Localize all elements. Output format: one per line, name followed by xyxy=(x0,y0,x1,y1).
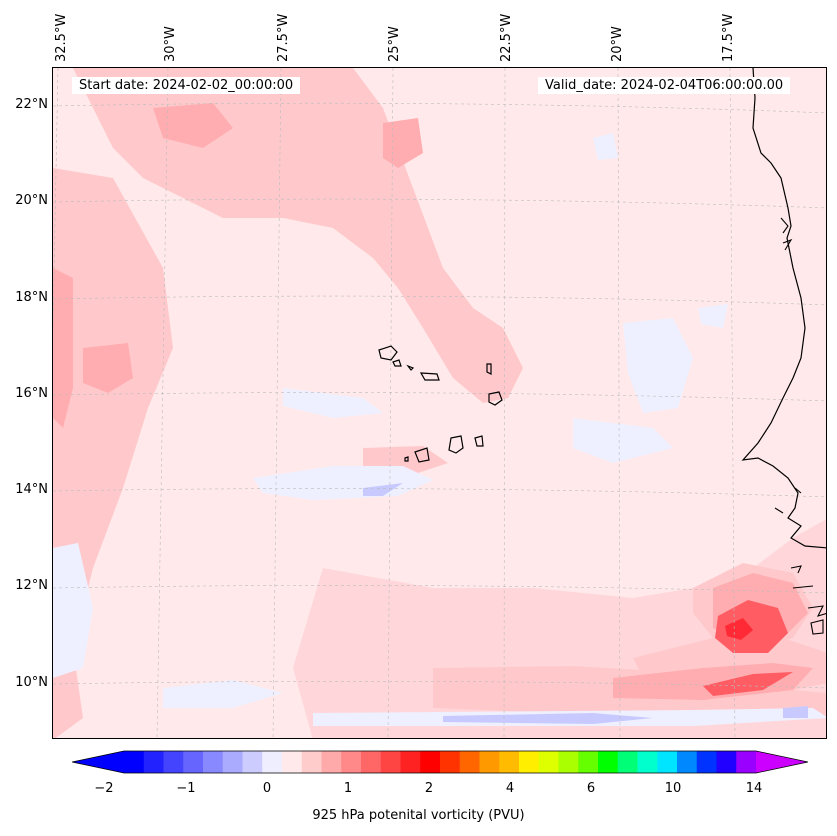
colorbar-segment xyxy=(578,751,599,773)
light-pink-regions xyxy=(53,68,826,738)
colorbar-segment xyxy=(361,751,382,773)
colorbar-segment xyxy=(598,751,619,773)
colorbar-outline xyxy=(72,750,808,774)
colorbar-segment xyxy=(282,751,303,773)
colorbar-segment xyxy=(301,751,322,773)
graticule xyxy=(53,68,826,738)
red-regions xyxy=(703,600,793,696)
colorbar-segment xyxy=(558,751,579,773)
lon-label-22-5w: 22.5°W xyxy=(499,13,514,62)
lon-label-20w: 20°W xyxy=(610,26,625,62)
african-coastline xyxy=(741,68,826,549)
colorbar-segment xyxy=(538,751,559,773)
colorbar-segment xyxy=(242,751,263,773)
lon-label-25w: 25°W xyxy=(387,26,402,62)
colorbar-tick: 0 xyxy=(262,781,272,796)
colorbar-segment xyxy=(163,751,184,773)
colorbar-segment xyxy=(519,751,540,773)
lat-label-12n: 12°N xyxy=(15,578,48,593)
colorbar-extend-low xyxy=(72,751,124,773)
colorbar-segment xyxy=(696,751,717,773)
colorbar-segment xyxy=(677,751,698,773)
colorbar-segment xyxy=(440,751,461,773)
colorbar-extend-high xyxy=(756,751,808,773)
colorbar-segment xyxy=(341,751,362,773)
colorbar-segment xyxy=(183,751,204,773)
colorbar-tick: 2 xyxy=(424,781,434,796)
colorbar-tick: 4 xyxy=(505,781,515,796)
lat-label-16n: 16°N xyxy=(15,386,48,401)
colorbar-tick: 6 xyxy=(586,781,596,796)
colorbar-label: 925 hPa potenital vorticity (PVU) xyxy=(312,808,525,823)
colorbar-tick: 10 xyxy=(664,781,682,796)
colorbar xyxy=(72,750,808,774)
lat-label-22n: 22°N xyxy=(15,97,48,112)
lon-label-17-5w: 17.5°W xyxy=(721,13,736,62)
colorbar-segment xyxy=(736,751,757,773)
colorbar-tick: −1 xyxy=(176,781,196,796)
lon-label-30w: 30°W xyxy=(163,26,178,62)
lon-label-32-5w: 32.5°W xyxy=(54,13,69,62)
map-panel xyxy=(52,67,827,739)
colorbar-segment xyxy=(203,751,224,773)
cape-verde-islands xyxy=(378,345,503,463)
colorbar-segment xyxy=(716,751,737,773)
colorbar-segment xyxy=(420,751,441,773)
colorbar-segment xyxy=(499,751,520,773)
lat-label-18n: 18°N xyxy=(15,290,48,305)
colorbar-segment xyxy=(380,751,401,773)
colorbar-segment xyxy=(124,751,145,773)
colorbar-segment xyxy=(400,751,421,773)
lat-label-14n: 14°N xyxy=(15,482,48,497)
colorbar-segment xyxy=(479,751,500,773)
valid-date-label: Valid_date: 2024-02-04T06:00:00.00 xyxy=(538,77,791,94)
colorbar-segment xyxy=(459,751,480,773)
colorbar-tick: −2 xyxy=(94,781,114,796)
colorbar-segment xyxy=(657,751,678,773)
lat-label-20n: 20°N xyxy=(15,193,48,208)
colorbar-tick: 1 xyxy=(343,781,353,796)
lat-label-10n: 10°N xyxy=(15,675,48,690)
blue-regions xyxy=(363,483,808,724)
colorbar-segment xyxy=(222,751,243,773)
pv-contour-map xyxy=(53,68,826,738)
colorbar-segment xyxy=(143,751,164,773)
coast-detail xyxy=(774,217,826,635)
start-date-label: Start date: 2024-02-02_00:00:00 xyxy=(72,77,301,94)
colorbar-segment xyxy=(617,751,638,773)
lon-label-27-5w: 27.5°W xyxy=(276,13,291,62)
colorbar-segment xyxy=(262,751,283,773)
colorbar-segment xyxy=(637,751,658,773)
colorbar-segment xyxy=(321,751,342,773)
dark-red-regions xyxy=(725,618,753,640)
colorbar-tick: 14 xyxy=(745,781,763,796)
